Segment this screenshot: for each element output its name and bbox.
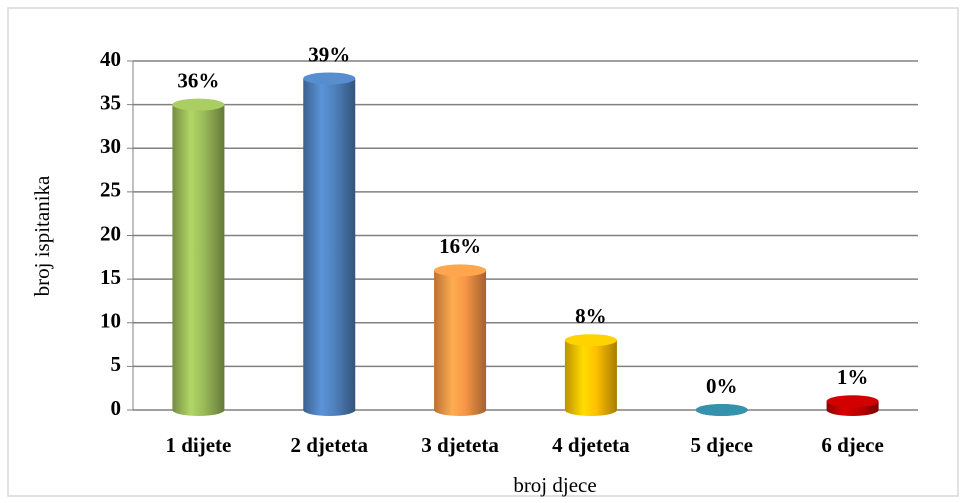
- y-axis-label: broj ispitanika: [30, 175, 54, 296]
- value-label: 0%: [706, 374, 738, 398]
- value-label: 1%: [837, 365, 869, 389]
- y-tick-label: 20: [100, 221, 121, 245]
- y-tick-label: 0: [111, 396, 122, 420]
- x-tick-label: 3 djeteta: [421, 433, 499, 457]
- bar-cap: [172, 98, 225, 111]
- x-tick-label: 6 djece: [821, 433, 883, 457]
- bar-cap: [434, 264, 487, 277]
- bar-cap: [564, 334, 617, 347]
- value-label: 8%: [575, 304, 607, 328]
- y-tick-label: 40: [100, 47, 121, 71]
- x-axis-label: broj djece: [513, 473, 596, 497]
- bar: [172, 104, 225, 410]
- bar-base: [172, 404, 225, 416]
- bar-cap: [826, 395, 879, 408]
- bar-base: [434, 404, 487, 416]
- value-label: 16%: [439, 234, 481, 258]
- bar-base: [303, 404, 356, 416]
- x-tick-label: 5 djece: [691, 433, 753, 457]
- bar-cap: [303, 72, 356, 85]
- y-tick-label: 35: [100, 90, 121, 114]
- y-tick-label: 15: [100, 265, 121, 289]
- x-tick-label: 1 dijete: [165, 433, 231, 457]
- y-tick-label: 5: [111, 352, 122, 376]
- value-label: 36%: [177, 68, 219, 92]
- bar-base: [564, 404, 617, 416]
- bar-base: [826, 404, 879, 416]
- y-tick-label: 25: [100, 178, 121, 202]
- bar-cap: [695, 404, 748, 416]
- bar: [564, 340, 617, 410]
- x-tick-label: 4 djeteta: [552, 433, 630, 457]
- y-tick-label: 10: [100, 309, 121, 333]
- bar: [303, 78, 356, 410]
- chart-frame: [7, 7, 959, 497]
- bar: [434, 270, 487, 410]
- value-label: 39%: [308, 42, 350, 66]
- x-tick-label: 2 djeteta: [290, 433, 368, 457]
- y-tick-label: 30: [100, 134, 121, 158]
